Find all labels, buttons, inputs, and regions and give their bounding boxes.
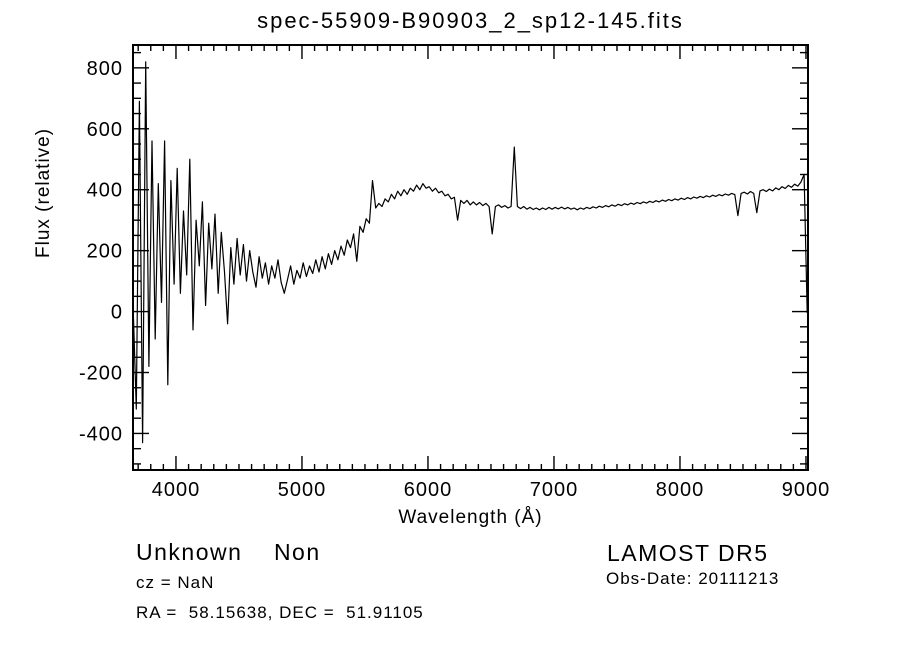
x-tick-label: 6000 — [404, 479, 453, 501]
y-tick-label: -400 — [79, 423, 123, 445]
y-ticks — [133, 51, 808, 465]
y-tick-label: -200 — [79, 363, 123, 385]
plot-frame — [132, 44, 809, 471]
x-ticks — [137, 45, 807, 470]
y-tick-label: 800 — [87, 58, 123, 80]
x-tick-label: 9000 — [782, 479, 831, 501]
y-tick-labels: -400 -200 0 200 400 600 800 — [79, 58, 123, 446]
y-tick-label: 200 — [87, 241, 123, 263]
x-axis-label: Wavelength (Å) — [398, 507, 543, 528]
y-tick-label: 600 — [87, 119, 123, 141]
x-tick-labels: 4000 5000 6000 7000 8000 9000 — [152, 479, 831, 501]
ra-dec-label: RA = 58.15638, DEC = 51.91105 — [136, 603, 424, 622]
x-tick-label: 7000 — [530, 479, 579, 501]
object-class-label: Unknown Non — [136, 539, 321, 565]
y-tick-label: 400 — [87, 180, 123, 202]
y-tick-label: 0 — [111, 302, 123, 324]
x-tick-label: 8000 — [656, 479, 705, 501]
x-tick-label: 5000 — [278, 479, 327, 501]
spectrum-line — [132, 61, 808, 444]
survey-label: LAMOST DR5 — [607, 540, 769, 566]
x-tick-label: 4000 — [152, 479, 201, 501]
cz-value-label: cz = NaN — [136, 573, 215, 592]
obs-date-label: Obs-Date: 20111213 — [606, 569, 780, 588]
plot-title: spec-55909-B90903_2_sp12-145.fits — [257, 8, 684, 33]
